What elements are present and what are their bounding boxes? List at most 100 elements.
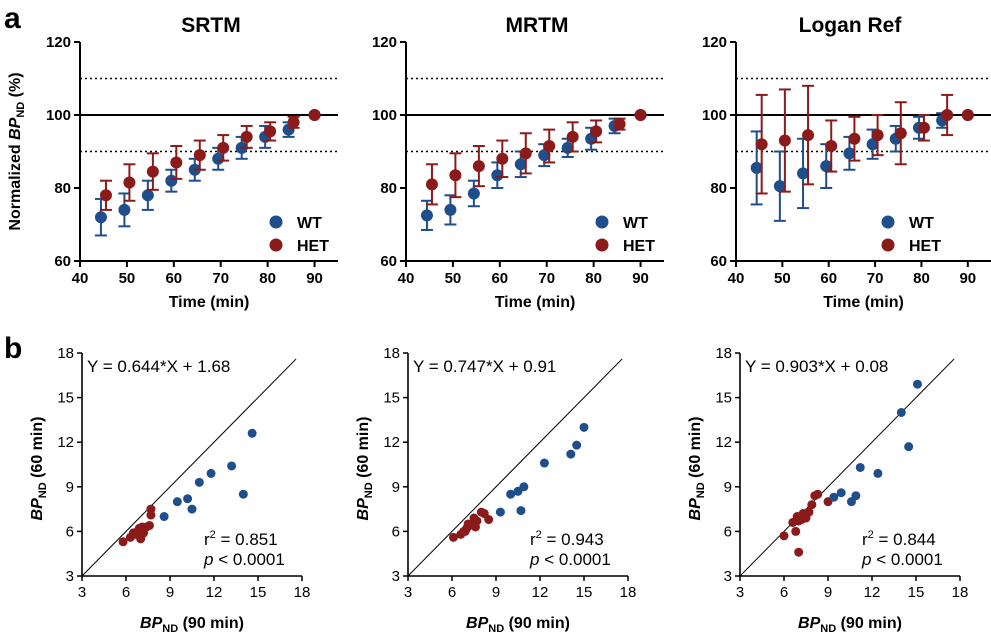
- data-point-wt: [773, 180, 786, 193]
- mrtm-correlation-chart: 3 6 9 12 15 18 3 6 9 12 15 18 BPND (90 min) BPND (60 …: [355, 345, 636, 634]
- data-point-wt: [165, 174, 178, 187]
- data-point-wt: [212, 152, 225, 165]
- r-squared: r2 = 0.851: [204, 529, 278, 549]
- data-point-wt: [851, 491, 861, 501]
- x-tick-label: 12: [864, 584, 881, 601]
- legend-marker-wt: [881, 215, 895, 229]
- panel-label-a: a: [4, 2, 21, 35]
- x-tick-label: 70: [212, 270, 229, 287]
- data-point-wt: [491, 169, 504, 182]
- data-point-wt: [495, 507, 505, 517]
- legend-marker-wt: [269, 215, 283, 229]
- x-axis-title: Time (min): [169, 294, 250, 311]
- data-point-het: [779, 531, 789, 541]
- data-point-wt: [836, 488, 846, 498]
- data-point-het: [128, 528, 138, 538]
- x-tick-label: 90: [306, 270, 323, 287]
- y-tick-label: 80: [54, 180, 71, 197]
- identity-line: [407, 358, 623, 577]
- data-point-wt: [94, 211, 107, 224]
- data-point-wt: [904, 442, 914, 452]
- data-point-het: [496, 152, 509, 165]
- data-point-het: [871, 129, 884, 142]
- x-tick-label: 6: [780, 584, 788, 601]
- identity-line: [739, 358, 955, 577]
- data-point-het: [484, 515, 494, 525]
- data-point-het: [146, 504, 156, 514]
- x-tick-label: 6: [448, 584, 456, 601]
- x-tick-label: 60: [820, 270, 837, 287]
- data-point-het: [543, 140, 556, 153]
- y-tick-label: 12: [57, 434, 74, 451]
- x-tick-label: 18: [620, 584, 637, 601]
- data-point-het: [813, 489, 823, 499]
- srtm-time-chart: SRTM 60 80 100 120 40 50 60 70 80 90 Time (min) Norm…: [7, 14, 338, 311]
- data-point-wt: [194, 477, 204, 487]
- x-tick-label: 40: [398, 270, 415, 287]
- data-point-het: [118, 537, 128, 547]
- y-axis-title: BPND (60 min): [29, 417, 49, 521]
- data-point-wt: [238, 489, 248, 499]
- y-tick-label: 3: [724, 568, 732, 585]
- legend-marker-het: [595, 238, 609, 252]
- x-axis-title: BPND (90 min): [140, 615, 244, 634]
- data-point-wt: [247, 428, 257, 438]
- y-tick-label: 3: [392, 568, 400, 585]
- data-point-het: [308, 109, 321, 121]
- data-point-wt: [172, 497, 182, 507]
- data-point-wt: [183, 494, 193, 504]
- y-axis-title: BPND (60 min): [687, 417, 707, 521]
- y-tick-label: 15: [57, 390, 74, 407]
- x-tick-label: 40: [728, 270, 745, 287]
- x-tick-label: 70: [538, 270, 555, 287]
- y-tick-label: 12: [383, 434, 400, 451]
- data-point-wt: [572, 440, 582, 450]
- x-tick-label: 9: [166, 584, 174, 601]
- legend-label-het: HET: [297, 238, 329, 255]
- data-point-het: [519, 147, 532, 160]
- x-tick-label: 18: [952, 584, 969, 601]
- x-tick-label: 15: [908, 584, 925, 601]
- data-point-het: [804, 507, 814, 517]
- data-point-het: [778, 134, 791, 147]
- y-tick-label: 100: [702, 107, 727, 124]
- x-tick-label: 3: [78, 584, 86, 601]
- data-point-het: [941, 109, 954, 121]
- x-tick-label: 80: [913, 270, 930, 287]
- chart-title: SRTM: [181, 14, 241, 37]
- r-squared: r2 = 0.943: [530, 529, 604, 549]
- data-point-het: [825, 140, 838, 153]
- legend-label-wt: WT: [623, 215, 648, 232]
- data-point-het: [425, 178, 438, 191]
- legend-label-wt: WT: [297, 215, 322, 232]
- srtm-correlation-chart: 3 6 9 12 15 18 3 6 9 12 15 18 BPND (90 min) BPND (60 …: [29, 345, 310, 634]
- data-point-het: [217, 141, 230, 154]
- y-tick-label: 60: [380, 253, 397, 270]
- y-tick-label: 15: [383, 390, 400, 407]
- data-point-wt: [873, 468, 883, 478]
- panel-label-b: b: [4, 332, 22, 365]
- data-point-het: [807, 500, 817, 510]
- r-squared: r2 = 0.844: [862, 529, 936, 549]
- data-point-het: [613, 118, 626, 131]
- data-point-wt: [855, 462, 865, 472]
- identity-line: [81, 358, 297, 577]
- x-tick-label: 40: [72, 270, 89, 287]
- data-point-het: [472, 160, 485, 173]
- data-point-wt: [538, 149, 551, 162]
- data-point-wt: [539, 458, 549, 468]
- x-tick-label: 15: [576, 584, 593, 601]
- data-point-wt: [797, 167, 810, 180]
- x-tick-label: 9: [824, 584, 832, 601]
- regression-equation: Y = 0.903*X + 0.08: [745, 357, 888, 376]
- data-point-het: [566, 130, 579, 143]
- chart-title: Logan Ref: [799, 14, 903, 37]
- regression-equation: Y = 0.747*X + 0.91: [413, 357, 556, 376]
- x-tick-label: 3: [404, 584, 412, 601]
- x-tick-label: 80: [585, 270, 602, 287]
- data-point-wt: [896, 407, 906, 417]
- data-point-wt: [566, 449, 576, 459]
- data-point-wt: [159, 512, 169, 522]
- y-tick-label: 100: [46, 107, 71, 124]
